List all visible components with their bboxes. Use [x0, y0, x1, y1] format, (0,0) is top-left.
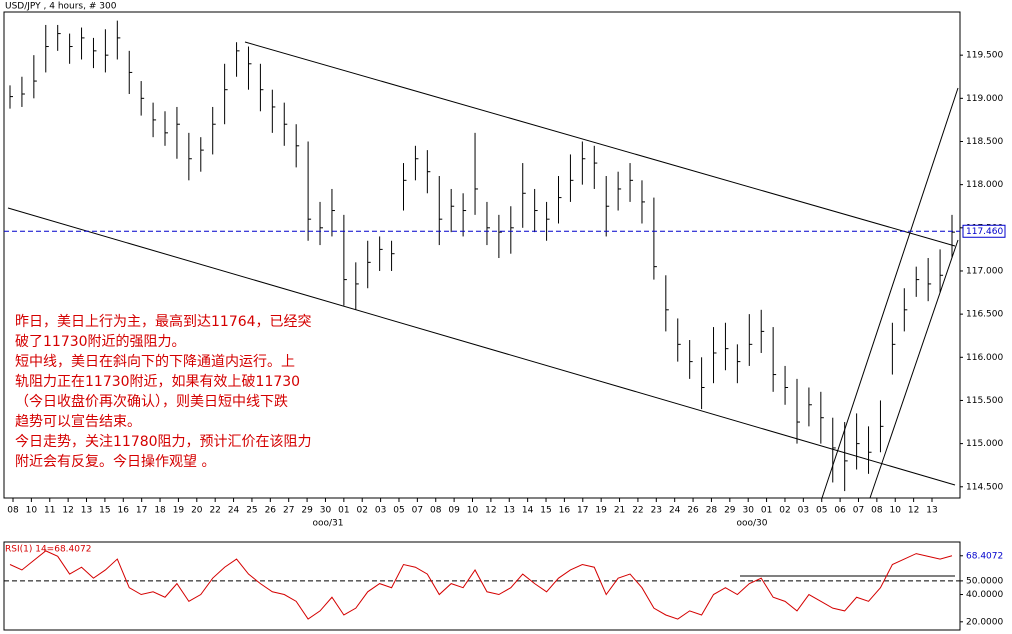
y-tick-label: 119.000 — [966, 94, 1003, 104]
y-tick-label: 50.0000 — [966, 576, 1003, 586]
y-tick-label: 116.500 — [966, 310, 1003, 320]
y-tick-label: 116.000 — [966, 353, 1003, 363]
x-tick-label: 02 — [779, 506, 790, 516]
price-panel — [3, 11, 961, 499]
x-tick-label: 13 — [504, 506, 515, 516]
y-tick-label: 20.0000 — [966, 617, 1003, 627]
x-tick-label: 11 — [44, 506, 55, 516]
x-tick-label: 18 — [154, 506, 166, 516]
x-tick-label: 26 — [265, 506, 277, 516]
rsi-line — [9, 550, 953, 620]
x-tick-label: 25 — [246, 506, 257, 516]
x-tick-label: 10 — [890, 506, 902, 516]
x-tick-label: 22 — [209, 506, 220, 516]
x-tick-label: 17 — [577, 506, 588, 516]
x-tick-label: 15 — [99, 506, 110, 516]
chart-title: USD/JPY , 4 hours, # 300 — [5, 2, 117, 12]
month-label: ooo/30 — [736, 519, 767, 529]
y-tick-label: 115.500 — [966, 396, 1003, 406]
x-tick-label: 30 — [320, 506, 332, 516]
y-tick-label: 68.4072 — [966, 551, 1003, 561]
x-tick-label: 10 — [467, 506, 479, 516]
x-tick-label: 10 — [26, 506, 38, 516]
x-tick-label: 09 — [448, 506, 460, 516]
x-tick-label: 14 — [522, 506, 534, 516]
x-tick-label: 12 — [485, 506, 496, 516]
annotation-line: （今日收盘价再次确认），则美日短中线下跌 — [15, 393, 288, 410]
x-tick-label: 08 — [871, 506, 883, 516]
x-tick-label: 16 — [118, 506, 130, 516]
x-tick-label: 05 — [816, 506, 827, 516]
x-tick-label: 17 — [136, 506, 147, 516]
annotation-line: 轨阻力正在11730附近，如果有效上破11730 — [15, 374, 300, 390]
reference-label-box — [962, 224, 1006, 238]
x-tick-label: 29 — [724, 506, 736, 516]
annotation-line: 昨日，美日上行为主，最高到达11764，已经突 — [15, 313, 312, 330]
x-tick-label: 07 — [853, 506, 864, 516]
month-label: ooo/31 — [312, 519, 343, 529]
x-tick-label: 19 — [173, 506, 185, 516]
annotation-line: 趋势可以宣告结束。 — [15, 414, 141, 430]
x-tick-label: 23 — [651, 506, 662, 516]
x-tick-label: 06 — [834, 506, 846, 516]
y-tick-label: 118.000 — [966, 180, 1003, 190]
x-tick-label: 24 — [669, 506, 681, 516]
x-tick-label: 08 — [7, 506, 19, 516]
annotation-line: 破了11730附近的强阻力。 — [15, 334, 186, 350]
x-tick-label: 13 — [81, 506, 92, 516]
y-tick-label: 119.500 — [966, 51, 1003, 61]
annotation-line: 短中线，美日在斜向下的下降通道内运行。上 — [15, 354, 295, 370]
rsi-panel — [3, 541, 961, 631]
x-tick-label: 01 — [338, 506, 349, 516]
y-tick-label: 40.0000 — [966, 590, 1003, 600]
x-tick-label: 28 — [706, 506, 718, 516]
x-tick-label: 12 — [908, 506, 919, 516]
x-tick-label: 12 — [62, 506, 73, 516]
annotation-line: 今日走势，关注11780阻力，预计汇价在该阻力 — [15, 434, 312, 450]
y-tick-label: 118.500 — [966, 137, 1003, 147]
x-tick-label: 26 — [687, 506, 699, 516]
x-tick-label: 05 — [393, 506, 404, 516]
x-tick-label: 29 — [301, 506, 313, 516]
x-tick-label: 21 — [614, 506, 625, 516]
y-tick-label: 117.000 — [966, 266, 1003, 276]
reference-label: 117.460 — [966, 227, 1003, 237]
x-tick-label: 16 — [559, 506, 571, 516]
x-tick-label: 30 — [742, 506, 754, 516]
x-tick-label: 02 — [356, 506, 367, 516]
x-tick-label: 15 — [540, 506, 551, 516]
x-tick-label: 27 — [283, 506, 294, 516]
annotation-line: 附近会有反复。今日操作观望 。 — [15, 453, 215, 470]
rsi-title: RSI(1) 14=68.4072 — [5, 545, 91, 555]
y-tick-label: 114.500 — [966, 482, 1003, 492]
x-tick-label: 03 — [375, 506, 386, 516]
x-tick-label: 20 — [191, 506, 203, 516]
x-tick-label: 13 — [926, 506, 937, 516]
x-tick-label: 08 — [430, 506, 442, 516]
x-tick-label: 07 — [412, 506, 423, 516]
x-tick-label: 19 — [595, 506, 607, 516]
y-tick-label: 115.000 — [966, 439, 1003, 449]
channel-upper — [244, 41, 956, 247]
trend-line — [869, 239, 959, 499]
x-tick-label: 22 — [632, 506, 643, 516]
x-tick-label: 03 — [798, 506, 809, 516]
x-tick-label: 01 — [761, 506, 772, 516]
x-tick-label: 24 — [228, 506, 240, 516]
